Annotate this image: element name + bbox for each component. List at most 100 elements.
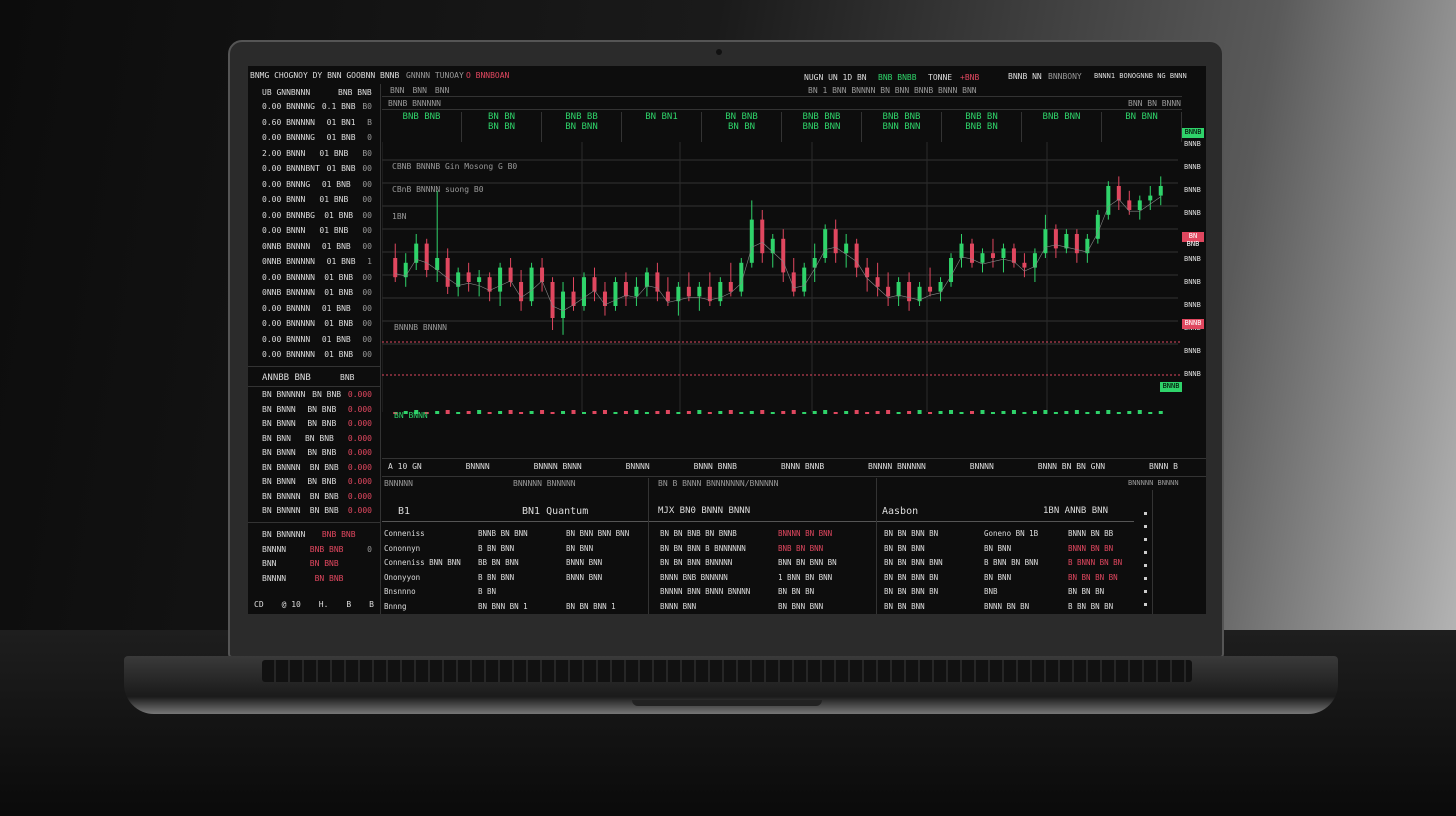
candle-body [833, 229, 838, 254]
list-item[interactable]: 0.00 BNNNG 01 BNB 00 [262, 180, 372, 189]
volume-bar [1011, 410, 1016, 414]
list-item[interactable]: 0.00 BNNNNG 0.1 BNB B0 [262, 102, 372, 111]
account-info[interactable]: BNNN1 BONOGNNB NG BNNN [1094, 72, 1187, 80]
candle-body [1022, 262, 1027, 268]
volume-bar [1064, 411, 1069, 414]
axis-tick: BNNB [1184, 209, 1201, 217]
candle-body [1064, 234, 1069, 249]
timeframe-button[interactable]: BNN [412, 86, 427, 95]
item-value: 01 BNB [324, 272, 354, 282]
divider [382, 458, 1206, 459]
footer-button[interactable]: B [346, 600, 352, 609]
list-item[interactable]: 2.00 BNNN 01 BNB B0 [262, 149, 372, 158]
list-item[interactable]: BN BNNNN BN BNB 0.000 [262, 463, 372, 472]
table-cell: BN BNN BNN BNN [566, 529, 630, 538]
tab[interactable]: BNNNN [969, 462, 994, 471]
tab[interactable]: BNNNN [625, 462, 650, 471]
tab[interactable]: BNNNN [465, 462, 490, 471]
list-item[interactable]: 0.00 BNNN 01 BNB 00 [262, 195, 372, 204]
list-item[interactable]: 0NNB BNNNN 01 BNB 00 [262, 242, 372, 251]
list-item[interactable]: BN BNNNN BN BNB 0.000 [262, 492, 372, 501]
list-item[interactable]: BNNNN BNB BNB 0 [262, 545, 372, 554]
volume-bar [949, 410, 954, 414]
tab[interactable]: BNNN BNNB [780, 462, 825, 471]
item-change: 00 [362, 350, 372, 359]
candle-body [1095, 214, 1100, 239]
volume-bar [917, 410, 922, 414]
candle-body [917, 286, 922, 302]
item-name: 2.00 BNNN [262, 148, 306, 158]
list-item[interactable]: BN BNNNN BN BNB 0.000 [262, 506, 372, 515]
list-item[interactable]: 0.00 BNNNN 01 BNB 00 [262, 335, 372, 344]
list-item[interactable]: BN BNNN BN BNB 0.000 [262, 405, 372, 414]
list-item[interactable]: 0NNB BNNNNN 01 BNB 00 [262, 288, 372, 297]
timeframe-button[interactable]: BNN [390, 86, 405, 95]
footer-button[interactable]: @ 10 [281, 600, 301, 609]
volume-bar [644, 412, 649, 414]
table-cell: B BNNN BN BN [1068, 558, 1123, 567]
list-item[interactable]: BNN BN BNB [262, 559, 372, 568]
candle-body [781, 238, 786, 273]
footer-button[interactable]: B [369, 600, 374, 609]
volume-label: BN BNNN [394, 411, 428, 420]
tab[interactable]: BNNNN BNNN [533, 462, 582, 471]
tab[interactable]: BNNN B [1149, 462, 1178, 471]
item-change: 00 [362, 303, 372, 313]
divider [248, 386, 380, 387]
alert[interactable]: O BNNBOAN [466, 71, 510, 80]
axis-tick: BNNB [1184, 255, 1201, 263]
user-tag[interactable]: BNNBONY [1048, 72, 1082, 81]
tab[interactable]: BNNNN BNNNNN [868, 462, 926, 471]
list-item[interactable]: BNNNN BN BNB [262, 574, 372, 583]
candlestick-chart[interactable] [382, 142, 1182, 442]
list-item[interactable]: 0.00 BNNNNN 01 BNB 00 [262, 273, 372, 282]
list-item[interactable]: 0.60 BNNNNN 01 BN1 B [262, 118, 372, 127]
candle-body [1053, 229, 1058, 249]
stat-cell: BN BN BN BN [462, 112, 542, 142]
list-item[interactable]: 0.00 BNNNNG 01 BNB 0 [262, 133, 372, 142]
user[interactable]: BNNB NN [1008, 72, 1042, 81]
footer-button[interactable]: H. [318, 600, 329, 609]
volume-bar [1001, 411, 1006, 414]
tabs: A 10 GN BNNNN BNNNN BNNN BNNNN BNNN BNNB BNNN… [388, 462, 1178, 471]
table-cell: BN BN BNN [884, 543, 925, 553]
tab[interactable]: BNNN BN BN GNN [1037, 462, 1106, 471]
list-item[interactable]: BN BNNN BN BNB 0.000 [262, 448, 372, 457]
list-item[interactable]: 0.00 BNNNN 01 BNB 00 [262, 304, 372, 313]
tab[interactable]: A 10 GN [388, 462, 422, 471]
indicator-legend-2: CBnB BNNNN suong B0 [392, 185, 484, 194]
list-item[interactable]: 0NNB BNNNNN 01 BNB 1 [262, 257, 372, 266]
list-item[interactable]: 0.00 BNNN 01 BNB 00 [262, 226, 372, 235]
item-value: 01 BNB [326, 133, 356, 142]
item-name: 0NNB BNNNNN [262, 288, 315, 297]
table-cell: BNNN BN BB [1068, 529, 1114, 538]
scrollbar[interactable] [1152, 490, 1153, 614]
item-value: 01 BN1 [326, 117, 356, 127]
chart-toolbar-right[interactable]: BN 1 BNN BNNNN BN BNN BNNB BNNN BNN [808, 86, 977, 95]
subtitle[interactable]: GNNNN TUNOAY [406, 71, 464, 80]
divider [876, 478, 877, 614]
item-name: 0.00 BNNN [262, 195, 306, 204]
list-item[interactable]: BN BNN BN BNB 0.000 [262, 434, 372, 443]
table-cell: BN BN BNN BN [884, 572, 939, 582]
list-item[interactable]: BN BNNN BN BNB 0.000 [262, 419, 372, 428]
item-value: BNB BNB [321, 530, 356, 539]
list-item[interactable]: BN BNNN BN BNB 0.000 [262, 477, 372, 486]
list-item[interactable]: 0.00 BNNNBNT 01 BNB 00 [262, 164, 372, 173]
list-item[interactable]: 0.00 BNNNBG 01 BNB 00 [262, 211, 372, 220]
item-change: B0 [362, 148, 372, 158]
candle-body [791, 272, 796, 292]
item-value: BNB BNB [309, 544, 344, 554]
list-item[interactable]: 0.00 BNNNNN 01 BNB 00 [262, 319, 372, 328]
timeframe-button[interactable]: BNN [434, 86, 450, 95]
tab[interactable]: BNNN BNNB [693, 462, 737, 471]
footer-button[interactable]: CD [254, 600, 264, 609]
volume-bar [1085, 412, 1090, 414]
table-cell: B BN BN BN [1068, 601, 1114, 611]
list-item[interactable]: BN BNNNNN BN BNB 0.000 [262, 390, 372, 399]
list-item[interactable]: BN BNNNNN BNB BNB [262, 530, 372, 539]
volume-bar [623, 411, 628, 414]
volume-bar [770, 412, 775, 414]
table-cell: BN BN BNN BN [884, 587, 939, 596]
list-item[interactable]: 0.00 BNNNNN 01 BNB 00 [262, 350, 372, 359]
